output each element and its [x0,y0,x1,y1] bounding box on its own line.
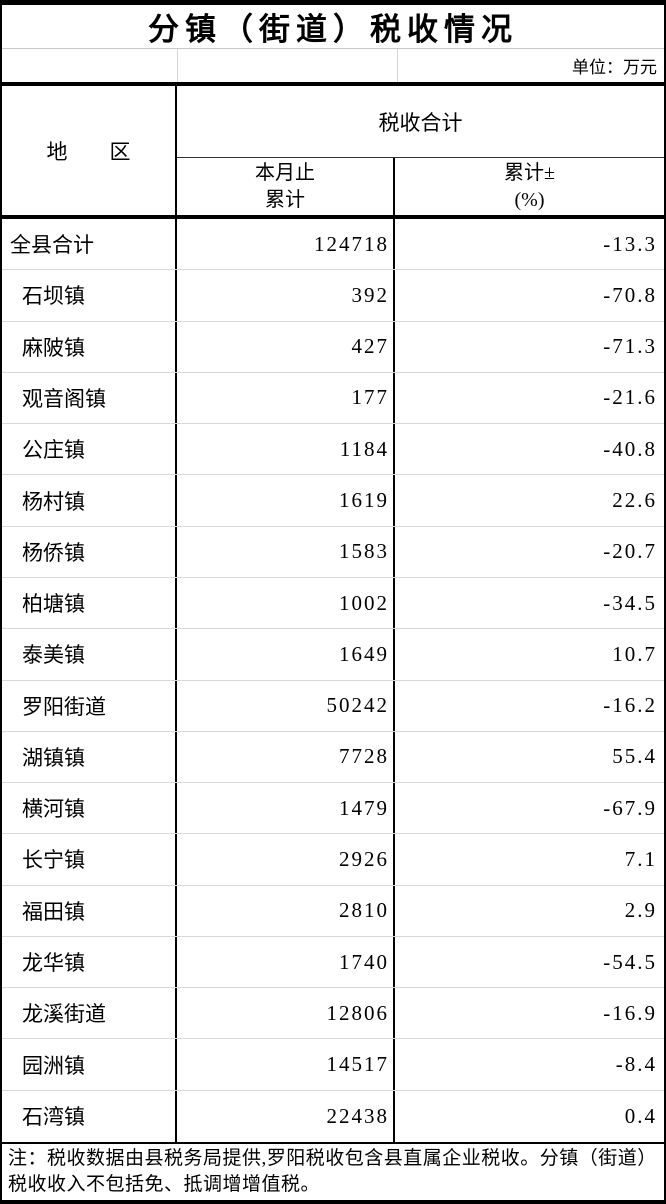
table-row: 麻陂镇 427 -71.3 [2,321,664,373]
table-row: 龙溪街道 12806 -16.9 [2,988,664,1040]
value-cell: 124718 [177,219,395,270]
pct-cell: 0.4 [624,1103,657,1128]
region-cell: 长宁镇 [2,834,177,885]
unit-row-spacer-2 [177,49,397,82]
region-cell: 杨村镇 [2,475,177,526]
region-cell: 龙华镇 [2,936,177,988]
value-cell: 1619 [177,475,395,526]
pct-cell: -71.3 [603,334,657,359]
pct-cell: 7.1 [624,846,657,871]
region-cell: 石湾镇 [2,1090,177,1142]
value-cell: 2926 [177,834,395,885]
title-row: 分镇（街道）税收情况 [2,5,664,49]
pct-cell: 2.9 [624,898,657,923]
region-cell: 湖镇镇 [2,731,177,783]
table-row: 福田镇 2810 2.9 [2,885,664,937]
table-row: 龙华镇 1740 -54.5 [2,936,664,989]
value-cell: 7728 [177,731,395,783]
pct-cell: -54.5 [603,949,657,974]
pct-cell: -21.6 [603,385,657,410]
unit-row-spacer-1 [2,49,177,82]
table-row: 观音阁镇 177 -21.6 [2,372,664,425]
column-header-cumulative-pct: 累计± (%) [395,158,664,215]
region-cell: 杨侨镇 [2,526,177,577]
region-cell: 泰美镇 [2,629,177,680]
value-cell: 177 [177,372,395,424]
column-header-tax-total: 税收合计 [177,86,664,158]
value-cell: 1479 [177,783,395,834]
pct-cell: -40.8 [603,436,657,461]
table-row: 公庄镇 1184 -40.8 [2,424,664,476]
pct-cell: -16.9 [603,1000,657,1025]
table-row: 柏塘镇 1002 -34.5 [2,577,664,630]
table-row: 全县合计 124718 -13.3 [2,219,664,271]
pct-cell: 10.7 [612,641,657,666]
value-cell: 427 [177,321,395,372]
region-cell: 观音阁镇 [2,372,177,424]
region-cell: 全县合计 [2,219,177,270]
table-header-subrow: 本月止 累计 累计± (%) [177,158,664,215]
table-row: 长宁镇 2926 7.1 [2,834,664,886]
unit-label: 单位：万元 [572,58,657,77]
region-cell: 公庄镇 [2,424,177,475]
value-cell: 1184 [177,424,395,475]
value-cell: 1740 [177,936,395,988]
value-cell: 14517 [177,1039,395,1090]
table-row: 杨侨镇 1583 -20.7 [2,526,664,578]
value-cell: 2810 [177,885,395,936]
value-cell: 12806 [177,988,395,1039]
region-cell: 福田镇 [2,885,177,936]
region-cell: 柏塘镇 [2,577,177,629]
table-row: 园洲镇 14517 -8.4 [2,1039,664,1091]
region-cell: 横河镇 [2,783,177,834]
table-row: 横河镇 1479 -67.9 [2,783,664,835]
value-cell: 1583 [177,526,395,577]
page-title: 分镇（街道）税收情况 [148,12,518,47]
table-header-right: 税收合计 本月止 累计 累计± (%) [177,86,664,215]
column-header-month-cumulative: 本月止 累计 [177,158,395,215]
table-row: 杨村镇 1619 22.6 [2,475,664,527]
pct-cell: -20.7 [603,539,657,564]
column-header-pct-line2: (%) [514,188,545,211]
table-row: 泰美镇 1649 10.7 [2,629,664,681]
region-cell: 园洲镇 [2,1039,177,1090]
value-cell: 1002 [177,577,395,629]
pct-cell: -70.8 [603,282,657,307]
region-cell: 罗阳街道 [2,680,177,731]
pct-cell: -16.2 [603,693,657,718]
region-cell: 龙溪街道 [2,988,177,1039]
pct-cell: -67.9 [603,795,657,820]
table-row: 石湾镇 22438 0.4 [2,1090,664,1142]
pct-cell: -8.4 [615,1052,657,1077]
table-header: 地 区 税收合计 本月止 累计 累计± (%) [2,86,664,219]
column-header-month-line1: 本月止 [255,161,315,184]
column-header-pct-line1: 累计± [504,161,555,184]
table-body: 全县合计 124718 -13.3 石坝镇 392 -70.8 麻陂镇 427 … [2,219,664,1144]
unit-row: 单位：万元 [2,49,664,86]
table-row: 湖镇镇 7728 55.4 [2,731,664,784]
value-cell: 22438 [177,1090,395,1142]
pct-cell: 55.4 [612,744,657,769]
table-row: 罗阳街道 50242 -16.2 [2,680,664,732]
table-row: 石坝镇 392 -70.8 [2,270,664,322]
region-cell: 麻陂镇 [2,321,177,372]
unit-cell: 单位：万元 [397,49,664,82]
pct-cell: 22.6 [612,488,657,513]
column-header-region: 地 区 [2,86,177,215]
region-cell: 石坝镇 [2,270,177,321]
value-cell: 1649 [177,629,395,680]
column-header-month-line2: 累计 [265,188,305,211]
footnote: 注：税收数据由县税务局提供,罗阳税收包含县直属企业税收。分镇（街道）税收收入不包… [8,1148,657,1195]
value-cell: 50242 [177,680,395,731]
pct-cell: -34.5 [603,590,657,615]
pct-cell: -13.3 [603,231,657,256]
value-cell: 392 [177,270,395,321]
